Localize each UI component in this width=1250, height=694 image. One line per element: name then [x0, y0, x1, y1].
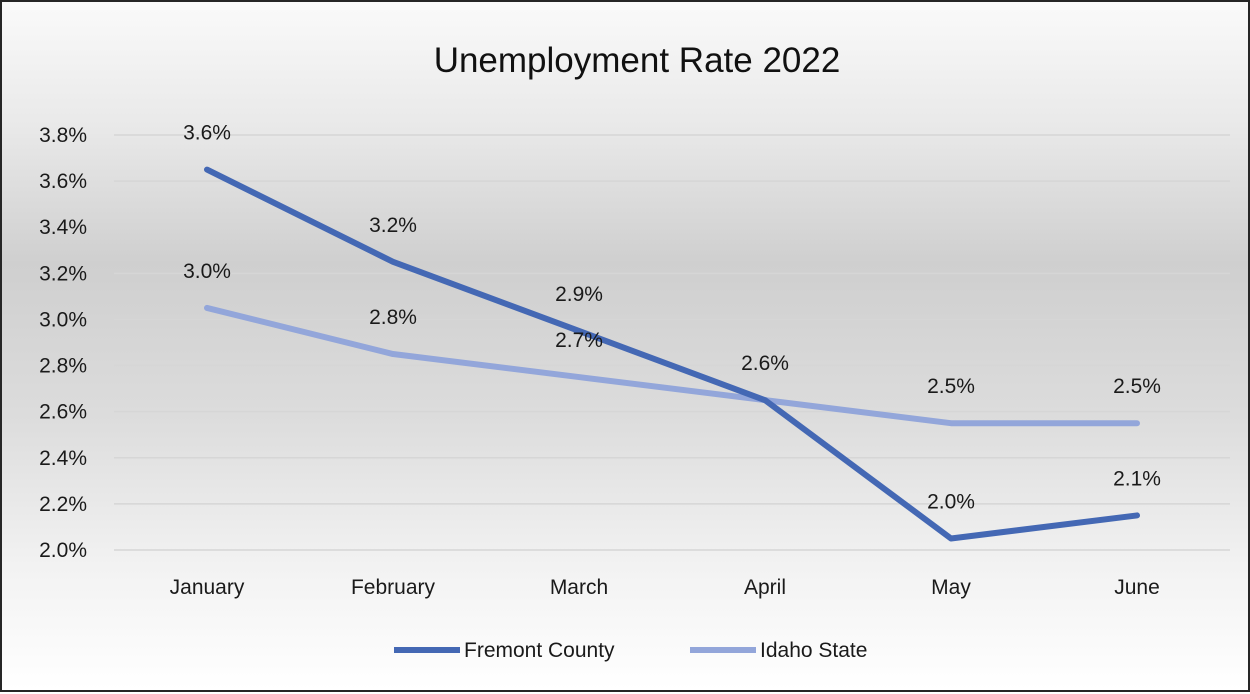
- data-label: 2.1%: [1113, 467, 1161, 490]
- x-tick-label: June: [1114, 576, 1160, 599]
- chart-title: Unemployment Rate 2022: [434, 41, 841, 80]
- y-tick-label: 2.8%: [39, 355, 87, 378]
- y-tick-label: 2.4%: [39, 447, 87, 470]
- data-labels: 3.6% 3.2% 2.9% 2.6% 2.0% 2.1% 3.0% 2.8% 2.7% 2.5%…: [183, 122, 1161, 514]
- data-label: 2.0%: [927, 490, 975, 513]
- series-line-fremont-county: [204, 166, 1140, 542]
- gridlines: [114, 134, 1230, 551]
- series-line-idaho-state: [204, 304, 1140, 427]
- data-label: 2.7%: [555, 329, 603, 352]
- y-tick-label: 3.6%: [39, 170, 87, 193]
- x-tick-label: March: [550, 576, 608, 599]
- y-tick-label: 2.0%: [39, 539, 87, 562]
- x-tick-label: February: [351, 576, 436, 599]
- y-tick-label: 2.6%: [39, 401, 87, 424]
- data-label: 2.6%: [741, 352, 789, 375]
- legend: Fremont County Idaho State: [394, 639, 867, 662]
- data-label: 2.5%: [927, 375, 975, 398]
- x-tick-label: April: [744, 576, 786, 599]
- data-label: 3.2%: [369, 214, 417, 237]
- x-tick-label: May: [931, 576, 971, 599]
- y-tick-label: 2.2%: [39, 493, 87, 516]
- legend-label: Idaho State: [760, 639, 867, 662]
- y-tick-label: 3.0%: [39, 308, 87, 331]
- data-label: 2.8%: [369, 306, 417, 329]
- legend-label: Fremont County: [464, 639, 615, 662]
- x-axis-tick-labels: January February March April May June: [170, 576, 1160, 599]
- y-tick-label: 3.2%: [39, 262, 87, 285]
- data-label: 2.5%: [1113, 375, 1161, 398]
- y-tick-label: 3.8%: [39, 124, 87, 147]
- y-tick-label: 3.4%: [39, 216, 87, 239]
- x-tick-label: January: [170, 576, 245, 599]
- data-label: 3.0%: [183, 260, 231, 283]
- data-label: 2.9%: [555, 283, 603, 306]
- y-axis-tick-labels: 2.0% 2.2% 2.4% 2.6% 2.8% 3.0% 3.2% 3.4% 3.6% 3.8%: [39, 124, 87, 562]
- data-label: 3.6%: [183, 122, 231, 145]
- series-lines: [204, 166, 1140, 542]
